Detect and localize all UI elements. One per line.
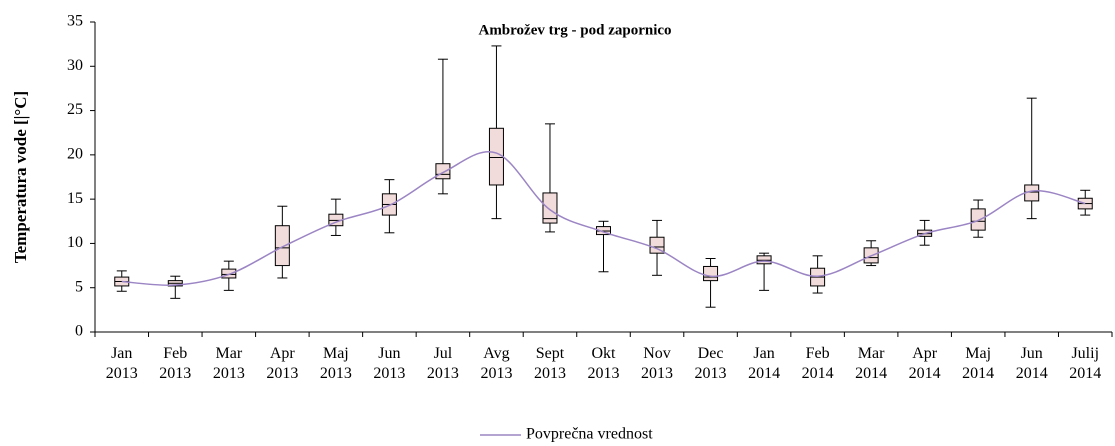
x-tick-label: Okt 2013 bbox=[587, 345, 620, 382]
mean-line bbox=[121, 151, 1086, 287]
x-tick-label: Maj 2013 bbox=[319, 345, 352, 382]
chart-title: Ambrožev trg - pod zapornico bbox=[478, 22, 671, 38]
box bbox=[542, 192, 558, 224]
x-tick-label: Jul 2013 bbox=[426, 345, 459, 382]
x-tick-label: Jun 2013 bbox=[373, 345, 406, 382]
y-tick-label: 25 bbox=[67, 101, 83, 118]
x-tick-label: Dec 2013 bbox=[694, 345, 727, 382]
x-tick-label: Jan 2014 bbox=[748, 345, 781, 382]
x-tick-label: Sept 2013 bbox=[533, 345, 566, 382]
x-tick-label: Apr 2014 bbox=[908, 345, 941, 382]
x-tick-label: Feb 2013 bbox=[159, 345, 192, 382]
y-tick-label: 10 bbox=[67, 234, 83, 251]
y-tick-label: 20 bbox=[67, 146, 83, 163]
box bbox=[649, 236, 665, 254]
y-axis-label: Temperatura vode [|°C] bbox=[11, 91, 30, 263]
y-tick-label: 15 bbox=[67, 190, 83, 207]
x-tick-label: Avg 2013 bbox=[480, 345, 513, 382]
x-tick-label: Nov 2013 bbox=[641, 345, 674, 382]
x-tick-label: Julij 2014 bbox=[1069, 345, 1102, 382]
box bbox=[488, 127, 504, 186]
x-tick-label: Mar 2014 bbox=[855, 345, 888, 382]
legend-label: Povprečna vrednost bbox=[526, 426, 653, 443]
x-tick-label: Feb 2014 bbox=[801, 345, 834, 382]
x-tick-label: Jun 2014 bbox=[1015, 345, 1048, 382]
box bbox=[435, 163, 451, 180]
box bbox=[703, 265, 719, 282]
y-tick-label: 5 bbox=[75, 278, 83, 295]
x-tick-label: Jan 2013 bbox=[105, 345, 138, 382]
y-tick-label: 35 bbox=[67, 13, 83, 30]
box bbox=[274, 225, 290, 267]
x-tick-label: Maj 2014 bbox=[962, 345, 995, 382]
x-tick-label: Mar 2013 bbox=[212, 345, 245, 382]
box bbox=[221, 268, 237, 279]
x-tick-label: Apr 2013 bbox=[266, 345, 299, 382]
y-tick-label: 0 bbox=[75, 323, 83, 340]
box bbox=[970, 208, 986, 231]
y-tick-label: 30 bbox=[67, 57, 83, 74]
